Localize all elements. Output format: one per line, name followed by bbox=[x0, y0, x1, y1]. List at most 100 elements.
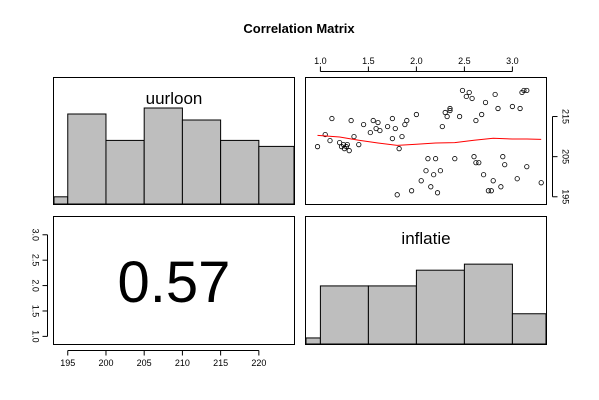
histogram-bar-inflatie-1 bbox=[319, 285, 369, 345]
histogram-bar-uurloon-3 bbox=[143, 107, 183, 205]
scatter-point-15 bbox=[367, 129, 373, 136]
panel-frame-top-left bbox=[53, 77, 295, 205]
left-axis-tick-label-1: 1.5 bbox=[31, 305, 41, 318]
scatter-point-60 bbox=[492, 91, 498, 98]
scatter-point-25 bbox=[396, 146, 402, 152]
bottom-axis-tick-label-0: 195 bbox=[60, 358, 75, 368]
scatter-point-45 bbox=[456, 113, 463, 120]
scatter-point-30 bbox=[413, 111, 419, 118]
right-axis-uurloon: 195 205 215 bbox=[552, 109, 571, 204]
bottom-axis-tick-label-3: 210 bbox=[175, 358, 190, 368]
scatter-point-72 bbox=[538, 180, 544, 186]
histogram-bar-uurloon-4 bbox=[181, 119, 222, 205]
histogram-bar-inflatie-5 bbox=[511, 313, 547, 345]
top-axis-tick-label-2: 2.0 bbox=[410, 56, 423, 66]
scatter-point-69 bbox=[521, 87, 527, 94]
histogram-bar-inflatie-0 bbox=[305, 337, 321, 345]
scatter-point-48 bbox=[466, 89, 472, 96]
scatter-point-24 bbox=[394, 192, 400, 198]
scatter-point-28 bbox=[404, 117, 410, 124]
scatter-point-52 bbox=[473, 117, 479, 124]
scatter-point-46 bbox=[459, 87, 466, 94]
scatter-point-43 bbox=[447, 107, 453, 114]
scatter-point-2 bbox=[327, 137, 333, 144]
scatter-point-32 bbox=[423, 168, 429, 174]
scatter-point-22 bbox=[389, 115, 395, 122]
histogram-bar-inflatie-2 bbox=[367, 285, 417, 345]
scatter-point-70 bbox=[524, 87, 530, 94]
top-axis-tick-label-1: 1.5 bbox=[362, 56, 375, 66]
correlation-value: 0.57 bbox=[118, 250, 231, 315]
scatter-point-16 bbox=[370, 117, 376, 124]
scatter-point-26 bbox=[399, 133, 405, 140]
histogram-bar-uurloon-1 bbox=[67, 113, 107, 205]
right-axis-tick-label-1: 205 bbox=[561, 149, 571, 164]
scatter-point-47 bbox=[463, 93, 469, 100]
scatter-point-58 bbox=[488, 188, 494, 194]
scatter-point-10 bbox=[346, 148, 352, 154]
left-axis-tick-label-2: 2.0 bbox=[31, 279, 41, 292]
scatter-point-66 bbox=[514, 176, 520, 182]
variable-label-uurloon: uurloon bbox=[146, 89, 203, 108]
scatter-point-51 bbox=[473, 160, 479, 166]
bottom-axis-tick-label-1: 200 bbox=[98, 358, 113, 368]
scatter-point-57 bbox=[485, 188, 491, 194]
variable-label-inflatie: inflatie bbox=[401, 229, 450, 248]
scatter-point-67 bbox=[517, 105, 523, 112]
scatter-point-59 bbox=[490, 178, 496, 184]
scatter-point-65 bbox=[509, 103, 516, 110]
scatter-point-1 bbox=[322, 131, 328, 138]
scatter-point-44 bbox=[452, 156, 458, 162]
scatter-point-11 bbox=[348, 117, 354, 124]
left-axis-inflatie: 1.0 1.5 2.0 2.5 3.0 bbox=[31, 229, 48, 343]
scatter-point-27 bbox=[402, 121, 408, 128]
scatter-point-38 bbox=[437, 168, 443, 174]
scatter-point-50 bbox=[471, 154, 477, 160]
scatter-point-71 bbox=[524, 164, 530, 170]
bottom-axis-tick-label-2: 205 bbox=[137, 358, 152, 368]
scatter-point-37 bbox=[434, 190, 441, 196]
scatter-point-3 bbox=[329, 115, 335, 122]
histogram-bar-inflatie-4 bbox=[463, 263, 513, 345]
panel-frame-bottom-left bbox=[53, 216, 295, 345]
scatter-point-55 bbox=[480, 172, 487, 178]
panel-frame-bottom-right bbox=[305, 216, 547, 345]
lowess-smoother-line bbox=[317, 134, 542, 146]
scatter-point-33 bbox=[425, 156, 431, 162]
scatter-point-20 bbox=[384, 123, 391, 130]
scatter-point-31 bbox=[418, 178, 424, 184]
scatter-point-56 bbox=[482, 99, 489, 106]
left-axis-tick-label-0: 1.0 bbox=[31, 330, 41, 343]
scatter-point-29 bbox=[408, 188, 415, 194]
scatter-point-14 bbox=[360, 121, 367, 128]
histogram-bar-uurloon-2 bbox=[105, 139, 145, 205]
bottom-axis-uurloon: 195 200 205 210 215 220 bbox=[60, 350, 266, 368]
scatter-point-19 bbox=[377, 127, 383, 134]
scatter-point-53 bbox=[476, 160, 482, 166]
top-axis-tick-label-4: 3.0 bbox=[506, 56, 519, 66]
scatter-point-64 bbox=[502, 162, 508, 168]
scatter-point-35 bbox=[431, 172, 437, 178]
scatter-point-36 bbox=[432, 156, 439, 162]
panel-uurloon-histogram: uurloon bbox=[53, 77, 295, 205]
scatter-point-40 bbox=[442, 109, 448, 116]
left-axis-tick-label-3: 2.5 bbox=[31, 254, 41, 267]
right-axis-tick-label-2: 215 bbox=[561, 109, 571, 124]
scatter-point-13 bbox=[356, 142, 362, 148]
scatter-point-39 bbox=[439, 123, 445, 130]
top-axis-inflatie: 1.0 1.5 2.0 2.5 3.0 bbox=[314, 56, 519, 72]
scatter-point-49 bbox=[469, 95, 475, 102]
scatter-point-9 bbox=[344, 142, 350, 148]
scatter-point-21 bbox=[389, 135, 395, 142]
top-axis-tick-label-0: 1.0 bbox=[314, 56, 327, 66]
right-axis-tick-label-0: 195 bbox=[561, 189, 571, 204]
scatter-point-62 bbox=[498, 184, 504, 190]
scatter-points bbox=[314, 87, 544, 198]
scatter-point-18 bbox=[375, 119, 381, 126]
top-axis-tick-label-3: 2.5 bbox=[458, 56, 471, 66]
histogram-bar-inflatie-3 bbox=[415, 269, 465, 345]
bottom-axis-tick-label-5: 220 bbox=[251, 358, 266, 368]
left-axis-tick-label-4: 3.0 bbox=[31, 229, 41, 242]
scatter-point-61 bbox=[495, 105, 501, 112]
